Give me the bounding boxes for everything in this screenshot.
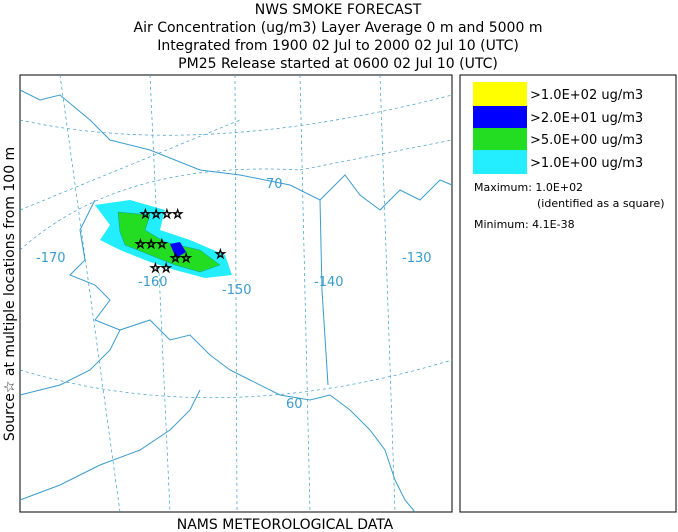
source-marker: ☆☆☆ bbox=[135, 237, 167, 251]
graticule-label: -150 bbox=[222, 283, 252, 298]
source-marker: ☆ bbox=[215, 247, 226, 261]
source-marker: ☆☆☆☆ bbox=[140, 207, 183, 221]
source-stars: ☆☆☆☆ ☆☆☆ ☆☆ ☆ ☆☆ bbox=[135, 207, 227, 276]
graticule-label: -160 bbox=[138, 275, 168, 290]
footer: NAMS METEOROLOGICAL DATA bbox=[177, 517, 394, 532]
side-label: Source☆ at multiple locations from 100 m bbox=[2, 147, 18, 441]
graticule bbox=[19, 74, 453, 513]
legend-label: >1.0E+00 ug/m3 bbox=[530, 156, 643, 171]
legend-swatch bbox=[473, 82, 527, 106]
title: NWS SMOKE FORECAST bbox=[255, 2, 422, 18]
legend-swatch bbox=[473, 128, 527, 150]
graticule-label: -130 bbox=[402, 251, 432, 266]
graticule-label: -170 bbox=[36, 251, 66, 266]
legend-label: >2.0E+01 ug/m3 bbox=[530, 111, 643, 126]
legend-max-note: (identified as a square) bbox=[537, 197, 665, 210]
source-marker: ☆☆ bbox=[170, 251, 192, 265]
subtitle: PM25 Release started at 0600 02 Jul 10 (… bbox=[178, 56, 498, 72]
legend-swatch bbox=[473, 150, 527, 174]
source-marker: ☆☆ bbox=[150, 261, 172, 275]
graticule-label: -140 bbox=[314, 275, 344, 290]
legend-maximum: Maximum: 1.0E+02 bbox=[474, 181, 583, 194]
subtitle: Air Concentration (ug/m3) Layer Average … bbox=[134, 20, 543, 36]
legend-label: >1.0E+02 ug/m3 bbox=[530, 88, 643, 103]
graticule-label: 70 bbox=[266, 177, 283, 192]
legend-swatch bbox=[473, 106, 527, 128]
smoke-plume bbox=[95, 200, 232, 278]
subtitle: Integrated from 1900 02 Jul to 2000 02 J… bbox=[157, 38, 519, 54]
graticule-label: 60 bbox=[286, 397, 303, 412]
map: ☆☆☆☆ ☆☆☆ ☆☆ ☆ ☆☆ -170 -160 -150 -140 -130 70 6… bbox=[19, 74, 453, 513]
legend-minimum: Minimum: 4.1E-38 bbox=[474, 218, 575, 231]
coastline bbox=[19, 89, 453, 513]
legend-label: >5.0E+00 ug/m3 bbox=[530, 133, 643, 148]
